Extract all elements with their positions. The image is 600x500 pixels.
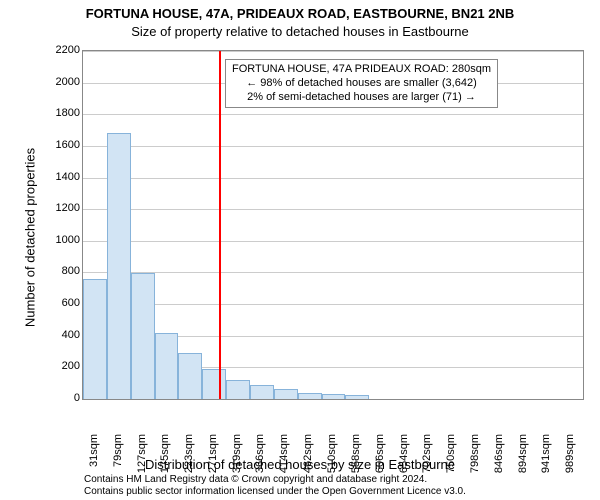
x-tick-label: 989sqm (564, 434, 576, 474)
histogram-bar (83, 279, 107, 399)
x-tick-label: 750sqm (445, 434, 457, 474)
x-tick-label: 319sqm (231, 434, 243, 474)
x-tick-label: 366sqm (254, 434, 266, 474)
y-tick-label: 1400 (40, 171, 80, 183)
y-tick-label: 2200 (40, 44, 80, 56)
gridline (83, 272, 583, 273)
chart-title-2: Size of property relative to detached ho… (0, 24, 600, 39)
y-axis-label: Number of detached properties (23, 68, 38, 408)
histogram-bar (250, 385, 274, 399)
x-tick-label: 31sqm (88, 434, 100, 474)
x-tick-label: 175sqm (159, 434, 171, 474)
annotation-box: FORTUNA HOUSE, 47A PRIDEAUX ROAD: 280sqm… (225, 59, 498, 108)
histogram-bar (298, 393, 322, 399)
y-tick-label: 1800 (40, 107, 80, 119)
x-tick-label: 702sqm (421, 434, 433, 474)
gridline (83, 146, 583, 147)
y-tick-label: 1200 (40, 202, 80, 214)
chart-title-1: FORTUNA HOUSE, 47A, PRIDEAUX ROAD, EASTB… (0, 6, 600, 21)
gridline (83, 178, 583, 179)
footer-line-2: Contains public sector information licen… (84, 486, 466, 498)
x-tick-label: 846sqm (493, 434, 505, 474)
y-tick-label: 600 (40, 297, 80, 309)
histogram-bar (107, 133, 131, 399)
marker-line (219, 51, 221, 399)
x-tick-label: 127sqm (136, 434, 148, 474)
histogram-bar (226, 380, 250, 399)
histogram-bar (131, 273, 155, 399)
x-tick-label: 798sqm (469, 434, 481, 474)
x-tick-label: 223sqm (183, 434, 195, 474)
x-tick-label: 558sqm (350, 434, 362, 474)
footer-line-1: Contains HM Land Registry data © Crown c… (84, 474, 466, 486)
x-tick-label: 79sqm (112, 434, 124, 474)
y-tick-label: 800 (40, 265, 80, 277)
x-tick-label: 941sqm (540, 434, 552, 474)
histogram-bar (345, 395, 369, 399)
x-tick-label: 654sqm (398, 434, 410, 474)
y-tick-label: 200 (40, 360, 80, 372)
annotation-line-1: FORTUNA HOUSE, 47A PRIDEAUX ROAD: 280sqm (232, 63, 491, 77)
annotation-line-3: 2% of semi-detached houses are larger (7… (232, 91, 491, 105)
histogram-bar (178, 353, 202, 399)
y-tick-label: 2000 (40, 76, 80, 88)
histogram-bar (202, 369, 226, 399)
x-tick-label: 606sqm (374, 434, 386, 474)
x-tick-label: 462sqm (302, 434, 314, 474)
histogram-bar (155, 333, 179, 399)
gridline (83, 114, 583, 115)
x-tick-label: 271sqm (207, 434, 219, 474)
plot-area: FORTUNA HOUSE, 47A PRIDEAUX ROAD: 280sqm… (82, 50, 584, 400)
gridline (83, 51, 583, 52)
x-tick-label: 414sqm (278, 434, 290, 474)
y-tick-label: 0 (40, 392, 80, 404)
gridline (83, 241, 583, 242)
y-tick-label: 1600 (40, 139, 80, 151)
footer-text: Contains HM Land Registry data © Crown c… (84, 474, 466, 498)
y-tick-label: 400 (40, 329, 80, 341)
y-tick-label: 1000 (40, 234, 80, 246)
x-tick-label: 894sqm (517, 434, 529, 474)
annotation-line-2: ← 98% of detached houses are smaller (3,… (232, 77, 491, 91)
histogram-bar (274, 389, 298, 399)
x-tick-label: 510sqm (326, 434, 338, 474)
histogram-bar (322, 394, 346, 399)
gridline (83, 209, 583, 210)
gridline (83, 304, 583, 305)
chart-container: FORTUNA HOUSE, 47A, PRIDEAUX ROAD, EASTB… (0, 0, 600, 500)
